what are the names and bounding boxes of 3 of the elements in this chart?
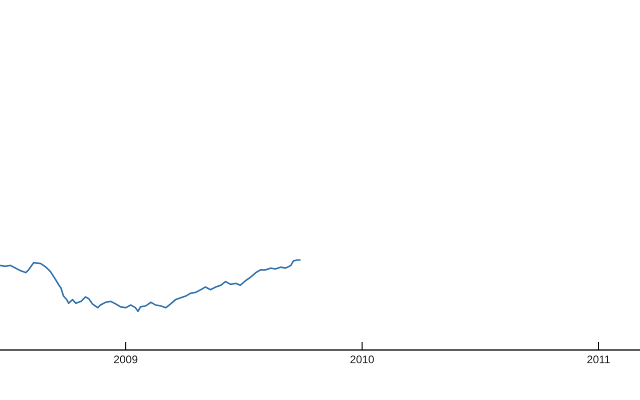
x-tick-label: 2010 (350, 356, 374, 364)
x-tick-label: 2011 (587, 356, 610, 364)
x-tick-label: 2009 (114, 356, 138, 364)
